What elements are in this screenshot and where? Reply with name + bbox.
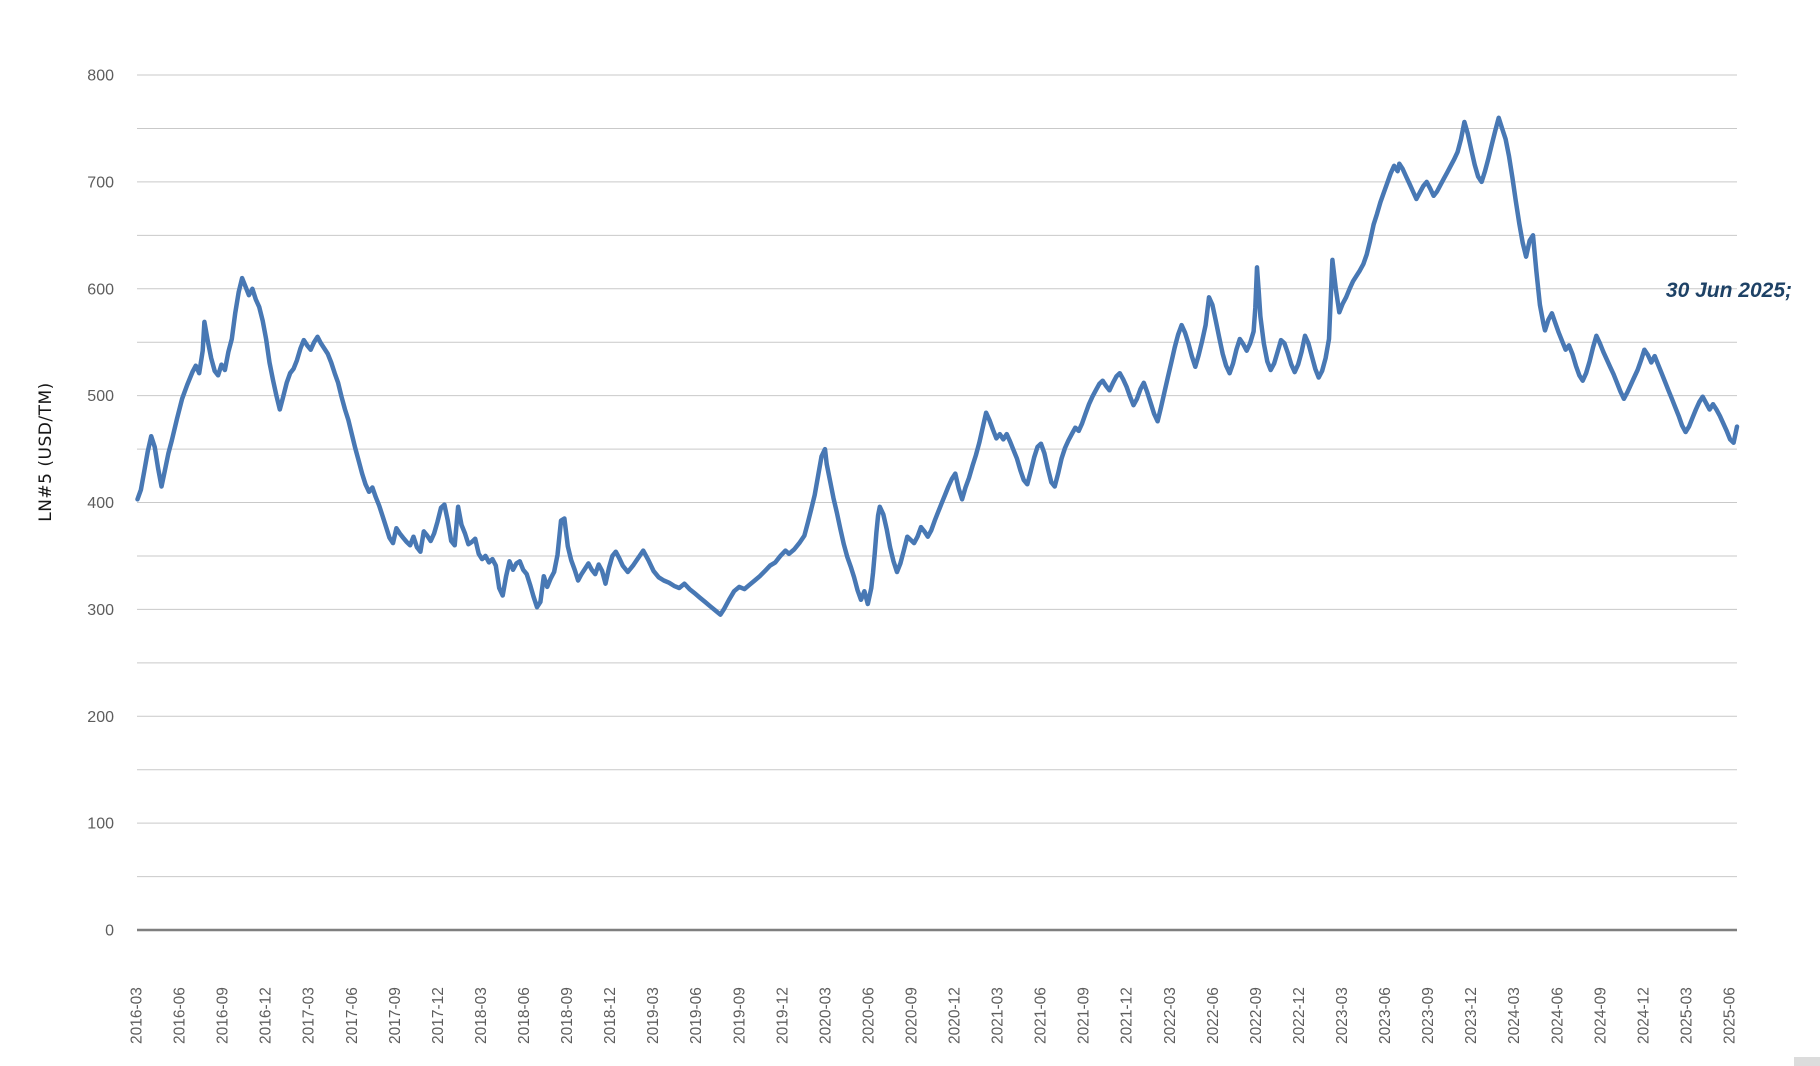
x-tick-label: 2020-03 <box>817 987 834 1044</box>
y-tick-label: 500 <box>87 388 114 405</box>
x-tick-label: 2020-09 <box>903 987 920 1044</box>
x-tick-label: 2018-12 <box>602 987 619 1044</box>
x-tick-label: 2016-06 <box>172 987 189 1044</box>
x-tick-label: 2018-09 <box>559 987 576 1044</box>
y-tick-label: 300 <box>87 602 114 619</box>
y-tick-label: 600 <box>87 281 114 298</box>
x-tick-label: 2025-06 <box>1722 987 1739 1044</box>
price-line-series <box>135 115 1740 617</box>
x-tick-label: 2024-12 <box>1635 987 1652 1044</box>
x-tick-label: 2022-06 <box>1205 987 1222 1044</box>
y-tick-label: 400 <box>87 495 114 512</box>
x-tick-label: 2023-12 <box>1463 987 1480 1044</box>
x-tick-label: 2022-09 <box>1248 987 1265 1044</box>
x-tick-label: 2017-12 <box>430 987 447 1044</box>
gridlines <box>137 74 1737 932</box>
x-tick-label: 2023-09 <box>1420 987 1437 1044</box>
x-tick-label: 2016-03 <box>129 987 146 1044</box>
y-tick-label: 800 <box>87 68 114 85</box>
x-tick-label: 2020-12 <box>947 987 964 1044</box>
x-tick-label: 2021-06 <box>1033 987 1050 1044</box>
y-tick-label: 700 <box>87 174 114 191</box>
corner-watermark <box>1794 1057 1820 1066</box>
x-tick-label: 2016-09 <box>215 987 232 1044</box>
last-date-annotation: 30 Jun 2025; <box>1666 279 1792 302</box>
x-tick-label: 2021-12 <box>1119 987 1136 1044</box>
x-tick-label: 2023-03 <box>1334 987 1351 1044</box>
y-axis-title: LN#5 (USD/TM) <box>36 382 56 522</box>
x-tick-label: 2019-03 <box>645 987 662 1044</box>
x-tick-label: 2016-12 <box>258 987 275 1044</box>
x-tick-label: 2019-09 <box>731 987 748 1044</box>
x-tick-label: 2021-09 <box>1076 987 1093 1044</box>
y-axis-labels: 0 100 200 300 400 500 600 700 800 <box>87 68 114 940</box>
x-tick-label: 2018-03 <box>473 987 490 1044</box>
y-tick-label: 100 <box>87 816 114 833</box>
x-tick-label: 2020-06 <box>860 987 877 1044</box>
x-tick-label: 2025-03 <box>1678 987 1695 1044</box>
y-tick-label: 200 <box>87 709 114 726</box>
x-tick-label: 2023-06 <box>1377 987 1394 1044</box>
x-tick-label: 2017-03 <box>301 987 318 1044</box>
x-tick-label: 2019-06 <box>688 987 705 1044</box>
x-tick-label: 2024-06 <box>1549 987 1566 1044</box>
x-tick-label: 2017-06 <box>344 987 361 1044</box>
x-tick-label: 2019-12 <box>774 987 791 1044</box>
x-tick-label: 2022-03 <box>1162 987 1179 1044</box>
x-tick-label: 2022-12 <box>1291 987 1308 1044</box>
x-tick-label: 2017-09 <box>387 987 404 1044</box>
x-tick-label: 2021-03 <box>990 987 1007 1044</box>
x-tick-label: 2024-03 <box>1506 987 1523 1044</box>
x-axis-labels: 2016-03 2016-06 2016-09 2016-12 2017-03 2017-… <box>129 987 1739 1044</box>
x-tick-label: 2018-06 <box>516 987 533 1044</box>
y-tick-label: 0 <box>105 923 114 940</box>
x-tick-label: 2024-09 <box>1592 987 1609 1044</box>
